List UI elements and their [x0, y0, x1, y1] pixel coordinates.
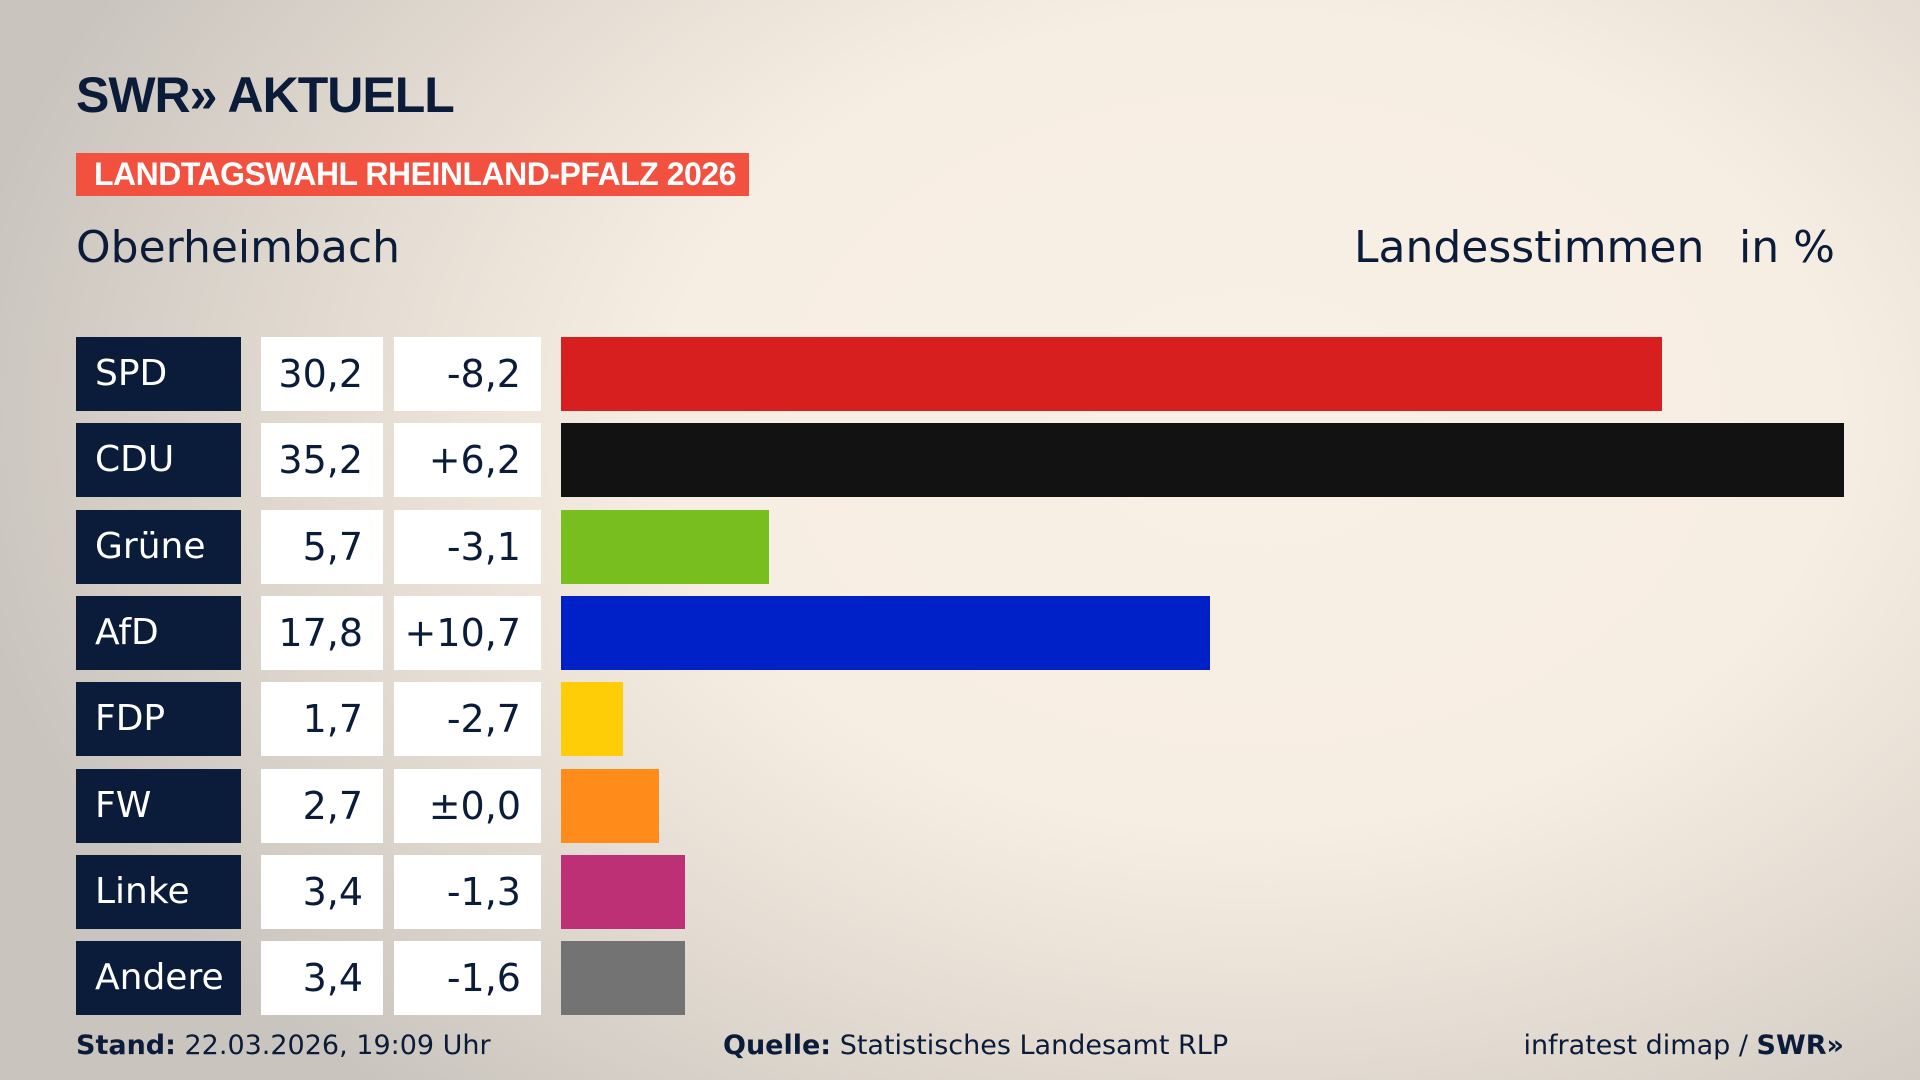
region-title: Oberheimbach [76, 222, 400, 273]
change-label: -2,7 [394, 682, 541, 757]
stand-label: Stand: [76, 1030, 176, 1061]
source-value: Statistisches Landesamt RLP [831, 1030, 1229, 1061]
value-label: 1,7 [261, 682, 383, 757]
change-label: -1,3 [394, 854, 541, 929]
party-label: FW [76, 768, 241, 843]
election-banner: LANDTAGSWAHL RHEINLAND-PFALZ 2026 [76, 153, 749, 196]
value-label: 35,2 [261, 423, 383, 498]
value-label: 17,8 [261, 595, 383, 670]
value-label: 3,4 [261, 941, 383, 1016]
change-label: +6,2 [394, 423, 541, 498]
vote-type-label: Landesstimmen [1354, 222, 1705, 273]
value-label: 2,7 [261, 768, 383, 843]
source-label: Quelle: [723, 1030, 832, 1061]
value-label: 5,7 [261, 509, 383, 584]
bar-fdp [561, 682, 623, 757]
bar-andere [561, 941, 685, 1016]
stand-value: 22.03.2026, 19:09 Uhr [175, 1030, 491, 1061]
party-label: Andere [76, 941, 241, 1016]
party-label: AfD [76, 595, 241, 670]
swr-logo: SWR» [1756, 1030, 1844, 1061]
change-label: ±0,0 [394, 768, 541, 843]
party-label: Linke [76, 854, 241, 929]
value-label: 3,4 [261, 854, 383, 929]
bar-spd [561, 337, 1662, 411]
bar-linke [561, 854, 685, 929]
party-label: CDU [76, 423, 241, 498]
party-label: FDP [76, 682, 241, 757]
change-label: +10,7 [394, 595, 541, 670]
bar-cdu [561, 423, 1844, 498]
change-label: -3,1 [394, 509, 541, 584]
bar-grüne [561, 509, 769, 584]
bar-afd [561, 595, 1210, 670]
change-label: -8,2 [394, 337, 541, 411]
bar-fw [561, 768, 660, 843]
credit: infratest dimap / SWR» [1523, 1030, 1844, 1061]
value-label: 30,2 [261, 337, 383, 411]
timestamp: Stand: 22.03.2026, 19:09 Uhr [76, 1030, 491, 1061]
source: Quelle: Statistisches Landesamt RLP [723, 1030, 1228, 1061]
unit-label: in % [1739, 222, 1835, 273]
party-label: Grüne [76, 509, 241, 584]
swr-aktuell-logo: SWR» AKTUELL [76, 67, 455, 123]
credit-text: infratest dimap / [1523, 1030, 1757, 1061]
change-label: -1,6 [394, 941, 541, 1016]
party-label: SPD [76, 337, 241, 411]
